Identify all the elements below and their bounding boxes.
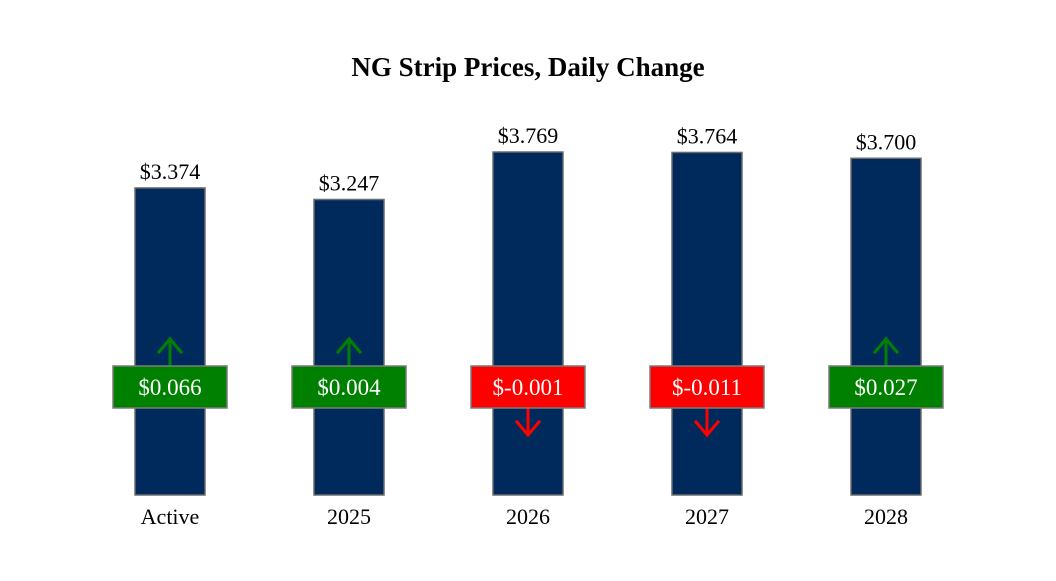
change-badge (291, 365, 407, 409)
x-tick-label: 2026 (506, 504, 550, 529)
x-tick-label: 2025 (327, 504, 371, 529)
change-label: $-0.001 (493, 375, 564, 400)
x-tick-label: Active (141, 504, 200, 529)
change-label: $0.066 (138, 375, 201, 400)
bar (850, 157, 922, 496)
down-arrow-icon (514, 406, 542, 438)
chart-title: NG Strip Prices, Daily Change (351, 52, 705, 82)
bar (492, 151, 564, 496)
up-arrow-icon (872, 336, 900, 368)
bar-value-label: $3.764 (677, 123, 738, 148)
down-arrow-icon (693, 406, 721, 438)
change-badge (112, 365, 228, 409)
bar-value-label: $3.374 (140, 159, 201, 184)
up-arrow-icon (156, 336, 184, 368)
change-label: $0.004 (317, 375, 381, 400)
change-badge (649, 365, 765, 409)
change-label: $0.027 (854, 375, 917, 400)
bar-value-label: $3.700 (856, 129, 917, 154)
bar-value-label: $3.769 (498, 123, 559, 148)
change-label: $-0.011 (672, 375, 742, 400)
x-tick-label: 2028 (864, 504, 908, 529)
change-badge (470, 365, 586, 409)
change-badge (828, 365, 944, 409)
up-arrow-icon (335, 336, 363, 368)
bar-value-label: $3.247 (319, 171, 380, 196)
bar (671, 151, 743, 496)
x-tick-label: 2027 (685, 504, 729, 529)
